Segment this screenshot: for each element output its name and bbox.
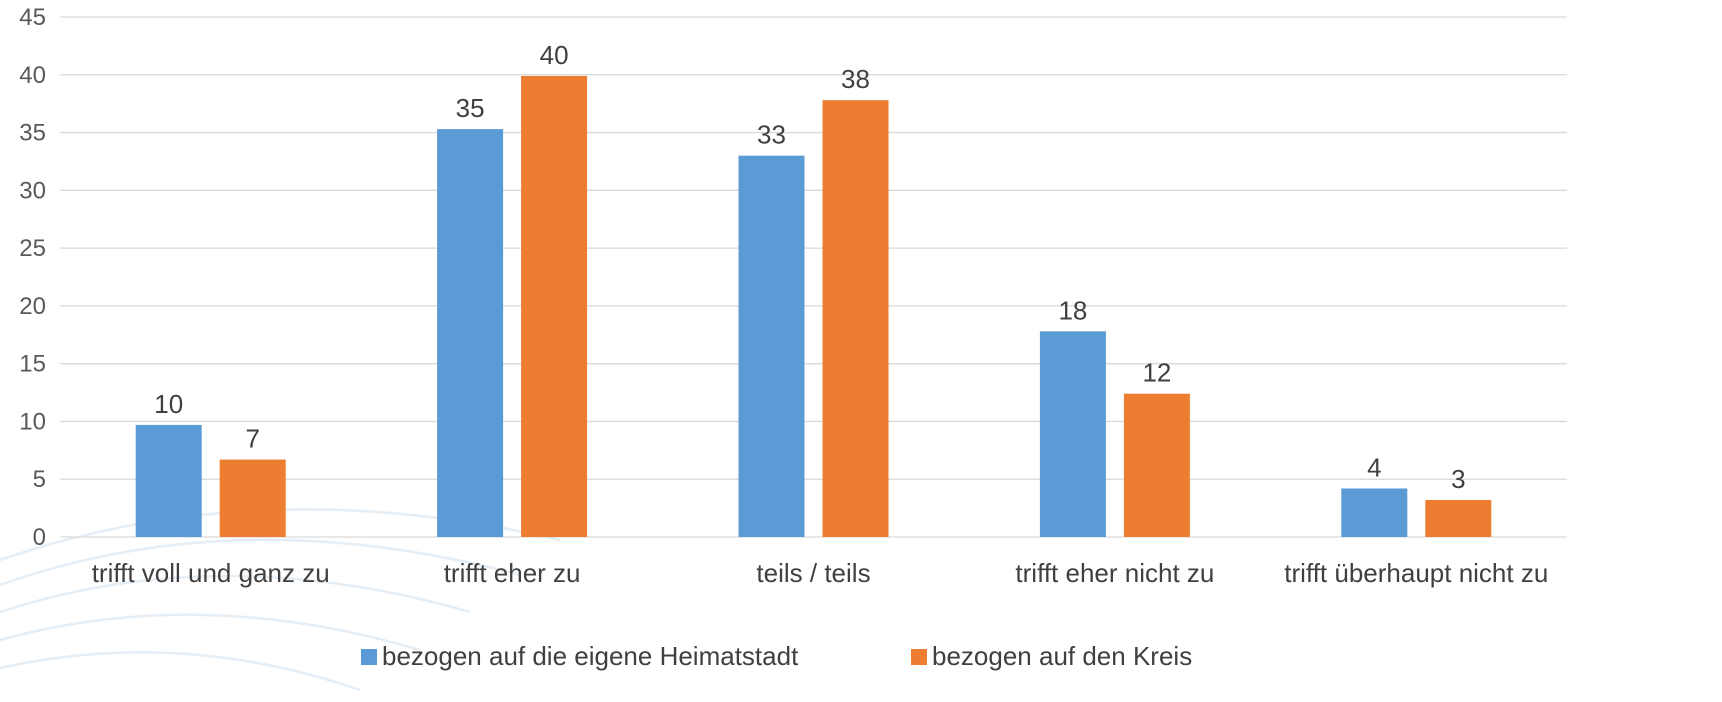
y-tick-label: 40 xyxy=(19,62,46,89)
data-labels: 10 7 35 40 33 38 18 12 4 3 xyxy=(154,40,1465,494)
bar xyxy=(135,424,202,537)
y-tick-label: 45 xyxy=(19,4,46,31)
data-label: 18 xyxy=(1058,295,1087,325)
gridlines xyxy=(60,16,1567,538)
y-tick-label: 5 xyxy=(33,466,46,493)
bar xyxy=(1425,500,1492,537)
bar xyxy=(521,75,588,537)
legend-label: bezogen auf den Kreis xyxy=(932,641,1192,671)
data-label: 33 xyxy=(757,120,786,150)
data-label: 38 xyxy=(841,64,870,94)
bar xyxy=(822,100,889,537)
swoosh-line xyxy=(0,651,361,692)
data-label: 3 xyxy=(1451,464,1465,494)
x-category-label: trifft überhaupt nicht zu xyxy=(1284,558,1548,588)
x-category-label: trifft eher nicht zu xyxy=(1015,558,1214,588)
x-axis-categories: trifft voll und ganz zu trifft eher zu tei… xyxy=(92,558,1549,588)
legend-swatch xyxy=(361,649,377,665)
y-tick-label: 20 xyxy=(19,293,46,320)
y-tick-label: 30 xyxy=(19,177,46,204)
bar xyxy=(1341,488,1408,537)
data-label: 12 xyxy=(1142,358,1171,388)
y-tick-label: 0 xyxy=(33,524,46,551)
legend: bezogen auf die eigene Heimatstadt bezoge… xyxy=(361,641,1192,671)
y-tick-label: 10 xyxy=(19,408,46,435)
data-label: 7 xyxy=(245,424,259,454)
bars xyxy=(135,75,1492,538)
bar xyxy=(738,155,805,537)
bar xyxy=(1039,331,1106,537)
legend-swatch xyxy=(911,649,927,665)
x-category-label: trifft eher zu xyxy=(444,558,581,588)
bar xyxy=(437,129,504,538)
swoosh-line xyxy=(0,574,471,614)
data-label: 40 xyxy=(540,40,569,70)
swoosh-line xyxy=(0,538,521,587)
data-label: 35 xyxy=(456,93,485,123)
y-axis-ticks: 0 5 10 15 20 25 30 35 40 45 xyxy=(19,4,46,551)
data-label: 10 xyxy=(154,389,183,419)
y-tick-label: 35 xyxy=(19,120,46,147)
legend-label: bezogen auf die eigene Heimatstadt xyxy=(382,641,799,671)
data-label: 4 xyxy=(1367,452,1381,482)
x-category-label: teils / teils xyxy=(756,558,870,588)
bar xyxy=(219,459,286,537)
bar xyxy=(1123,393,1190,537)
swoosh-line xyxy=(0,613,421,652)
y-tick-label: 25 xyxy=(19,235,46,262)
x-category-label: trifft voll und ganz zu xyxy=(92,558,330,588)
y-tick-label: 15 xyxy=(19,351,46,378)
